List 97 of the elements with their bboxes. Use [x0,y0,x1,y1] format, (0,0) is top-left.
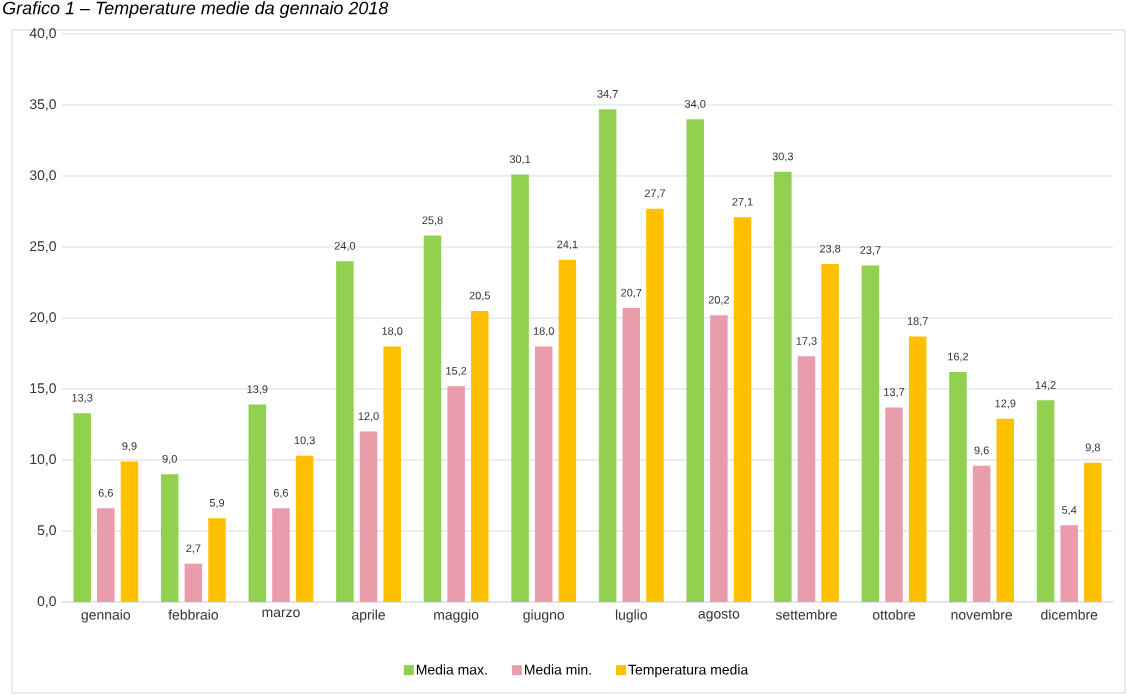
data-label: 20,5 [469,291,490,301]
bar [598,109,617,602]
data-label: 9,8 [1085,443,1100,453]
data-label: 24,1 [557,240,578,250]
data-label: 18,7 [907,317,928,327]
data-label: 27,7 [644,189,666,199]
data-label: 25,8 [422,216,443,226]
data-label: 5,9 [209,498,225,509]
data-label: 12,0 [358,412,379,422]
bar [120,461,139,602]
bar [733,217,752,602]
bar [558,259,577,602]
x-tick-label: dicembre [1041,609,1098,620]
data-label: 9,9 [122,442,137,452]
data-label: 23,7 [860,246,881,256]
bar [996,418,1015,602]
data-label: 27,1 [732,197,753,207]
legend-label: Media min. [524,664,591,675]
y-tick-label: 35,0 [29,99,56,111]
bar [774,171,792,602]
x-tick-label: settembre [775,609,837,620]
bar [359,431,378,602]
data-label: 13,3 [72,393,93,403]
data-label: 14,2 [1035,381,1056,391]
x-tick-label: giugno [523,609,565,623]
data-label: 12,9 [995,399,1016,409]
x-tick-label: aprile [352,609,385,623]
data-label: 15,2 [446,366,467,376]
x-tick-label: ottobre [872,609,916,620]
y-tick-label: 5,0 [37,525,56,537]
data-label: 17,3 [796,337,817,347]
data-label: 9,6 [974,446,989,456]
data-label: 20,2 [708,295,729,305]
bar [861,265,880,602]
bar [97,508,115,602]
data-label: 2,7 [186,544,201,554]
y-tick-label: 0,0 [37,596,56,608]
data-label: 30,3 [772,152,793,162]
bar [1036,400,1055,602]
data-label: 13,9 [247,385,268,395]
legend-label: Media max. [416,664,487,675]
data-label: 20,7 [621,288,642,298]
data-label: 9,0 [162,454,177,464]
data-label: 6,6 [273,489,289,499]
bar [160,474,179,602]
bar [622,308,641,602]
bar [885,407,903,602]
bar [184,563,203,602]
data-label: 6,6 [98,489,113,499]
bar [710,315,728,602]
x-tick-label: gennaio [81,609,131,623]
bar [1060,525,1078,602]
data-label: 24,0 [334,241,356,251]
bar [471,310,489,602]
y-tick-label: 15,0 [30,383,56,395]
bar [949,371,967,602]
bar [797,356,816,602]
data-label: 23,8 [819,244,841,254]
bar [423,235,442,602]
data-label: 18,0 [533,327,554,337]
bar [534,346,553,602]
data-label: 16,2 [948,352,969,362]
data-label: 34,7 [597,90,618,100]
bar [272,508,290,602]
y-tick-label: 30,0 [29,170,56,182]
x-tick-label: agosto [698,609,740,622]
x-tick-label: maggio [434,609,479,623]
bar [646,208,664,602]
y-tick-label: 40,0 [29,28,56,40]
y-tick-label: 10,0 [30,454,56,466]
x-tick-label: marzo [262,609,300,618]
x-tick-label: febbraio [168,609,218,620]
bar [972,465,991,602]
bar [821,264,839,602]
data-label: 30,1 [509,155,531,165]
data-label: 18,0 [382,327,403,337]
bar [1084,462,1102,602]
x-tick-label: luglio [615,609,647,623]
chart-title: Grafico 1 – Temperature medie da gennaio 2018 [3,1,389,18]
y-tick-label: 20,0 [30,312,56,324]
data-label: 34,0 [684,99,706,109]
bar [73,413,91,602]
data-label: 13,7 [884,388,905,398]
bar [295,455,314,602]
bar [686,119,704,602]
bar [208,518,226,602]
legend-label: Temperatura media [628,664,749,678]
bar [248,404,267,602]
y-tick-label: 25,0 [30,241,56,253]
bar [511,174,529,602]
x-tick-label: novembre [951,609,1013,620]
bar [383,346,401,602]
data-label: 10,3 [294,436,315,446]
data-label: 5,4 [1062,506,1077,516]
bar [908,336,927,602]
bar [447,386,465,602]
bar [336,261,354,602]
